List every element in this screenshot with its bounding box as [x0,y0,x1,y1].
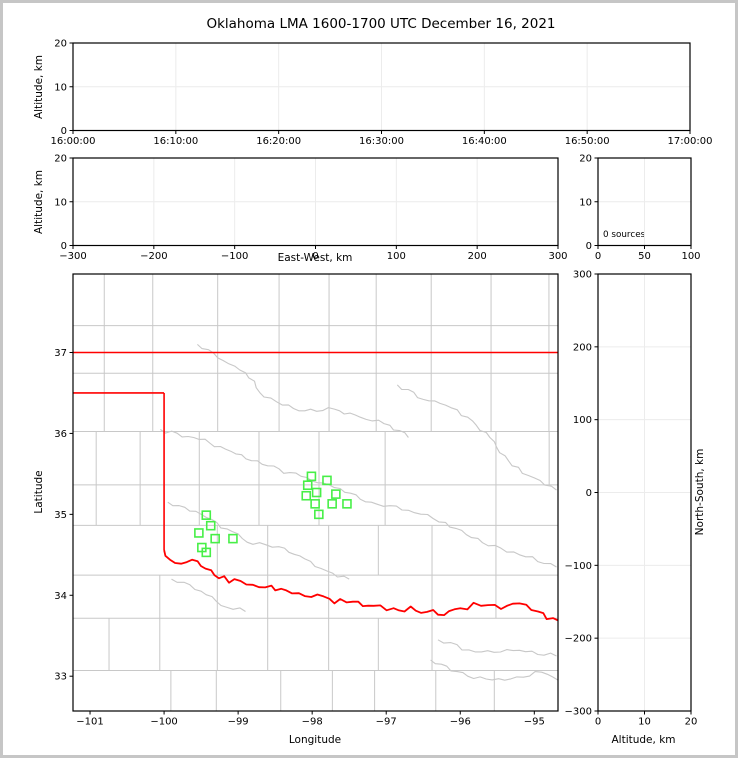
tick-label: 50 [638,251,651,262]
tick-label: −200 [140,251,167,262]
figure-title: Oklahoma LMA 1600-1700 UTC December 16, … [206,16,555,32]
lma-station-marker [331,489,341,499]
lma-station-marker [342,499,352,509]
tick-label: 34 [54,591,67,602]
red-river-border [163,549,558,622]
map-content [73,274,558,711]
tick-label: 100 [573,415,592,426]
tick-label: 35 [54,510,67,521]
time-height-ylabel: Altitude, km [33,55,45,119]
tick-label: 16:30:00 [359,136,404,147]
tick-label: 36 [54,429,67,440]
tick-label: 0 [61,241,67,252]
panel-ns-height: 0 10 20 300 200 100 0 −100 −200 −300 [565,270,698,728]
tick-label: 37 [54,348,67,359]
lma-station-marker [310,499,320,509]
panel-ew-height: −300 −200 −100 0 100 200 300 0 10 20 [54,154,567,263]
panel-source-histogram: 0 50 100 0 10 20 [579,154,700,263]
tick-label: 200 [573,342,592,353]
river-lines [160,343,558,681]
lma-station-marker [201,510,212,520]
lma-plot-canvas: Oklahoma LMA 1600-1700 UTC December 16, … [33,16,713,746]
tick-label: 16:20:00 [256,136,301,147]
tick-label: −95 [524,717,545,728]
lma-station-marker [301,490,312,501]
tick-label: −98 [302,717,323,728]
panel-time-height: 16:00:00 16:10:00 16:20:00 16:30:00 16:40:00… [51,39,713,148]
ns-height-ylabel: North-South, km [694,449,706,536]
tick-label: 100 [387,251,406,262]
tick-label: 16:10:00 [153,136,198,147]
tick-label: −300 [565,707,592,718]
tick-label: 200 [468,251,487,262]
lma-station-marker [302,480,313,491]
tick-label: 33 [54,672,67,683]
tick-label: 0 [595,251,601,262]
tick-label: 16:50:00 [565,136,610,147]
tick-label: 0 [595,717,601,728]
tick-label: −97 [376,717,397,728]
lma-station-marker [201,547,212,558]
tick-label: 100 [681,251,700,262]
tick-label: 0 [312,251,318,262]
lma-station-marker [314,509,324,520]
tick-label: −100 [150,717,177,728]
tick-label: 20 [579,154,592,165]
lma-station-marker [205,520,216,531]
tick-label: −100 [221,251,248,262]
lma-station-marker [311,487,322,498]
tick-label: 20 [685,717,698,728]
tick-label: 10 [638,717,651,728]
lma-station-marker [306,471,317,482]
panel-plan-view-map: −101 −100 −99 −98 −97 −96 −95 33 34 35 36 37 [54,273,559,728]
source-count-annotation: 0 sources [603,230,646,240]
tick-label: −101 [76,717,103,728]
tick-label: 10 [579,197,592,208]
tick-label: 20 [54,154,67,165]
tick-label: 0 [586,488,592,499]
tick-label: 10 [54,197,67,208]
panels-root: 16:00:00 16:10:00 16:20:00 16:30:00 16:40:00… [51,39,713,728]
tick-label: 0 [61,126,67,137]
tick-label: 300 [548,251,567,262]
lma-station-marker [327,499,337,509]
tick-label: −300 [59,251,86,262]
tick-label: 20 [54,39,67,50]
lma-station-marker [322,475,332,486]
state-border-oklahoma [73,351,558,622]
ew-height-xlabel: East-West, km [278,252,353,264]
tick-label: 0 [586,241,592,252]
tick-label: 16:40:00 [462,136,507,147]
lma-station-marker [210,533,220,544]
tick-label: 16:00:00 [51,136,96,147]
county-boundaries [73,274,558,711]
map-xlabel: Longitude [289,734,341,746]
lma-station-marker [194,528,204,538]
tick-label: −96 [450,717,471,728]
ew-height-ylabel: Altitude, km [33,170,45,234]
tick-label: 17:00:00 [668,136,713,147]
lma-stations [194,471,352,558]
tick-label: −100 [565,561,592,572]
tick-label: 300 [573,270,592,281]
tick-label: −99 [228,717,249,728]
tick-label: 10 [54,82,67,93]
map-ylabel: Latitude [33,470,45,513]
lma-station-marker [228,533,238,544]
ns-height-xlabel: Altitude, km [611,734,675,746]
tick-label: −200 [565,634,592,645]
